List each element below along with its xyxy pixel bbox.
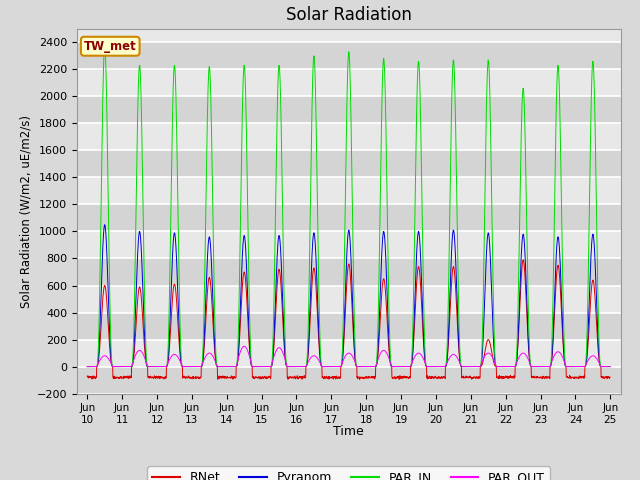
Bar [77,42,621,69]
Bar [77,150,621,178]
X-axis label: Time: Time [333,425,364,438]
Text: TW_met: TW_met [84,40,136,53]
Legend: RNet, Pyranom, PAR_IN, PAR_OUT: RNet, Pyranom, PAR_IN, PAR_OUT [147,467,550,480]
Bar [77,96,621,123]
Bar [77,123,621,150]
Bar [77,286,621,312]
Bar [77,312,621,339]
Bar [77,339,621,367]
Bar [77,367,621,394]
Title: Solar Radiation: Solar Radiation [286,6,412,24]
Bar [77,231,621,259]
Bar [77,204,621,231]
Y-axis label: Solar Radiation (W/m2, uE/m2/s): Solar Radiation (W/m2, uE/m2/s) [19,115,33,308]
Bar [77,178,621,204]
Bar [77,69,621,96]
Bar [77,259,621,286]
